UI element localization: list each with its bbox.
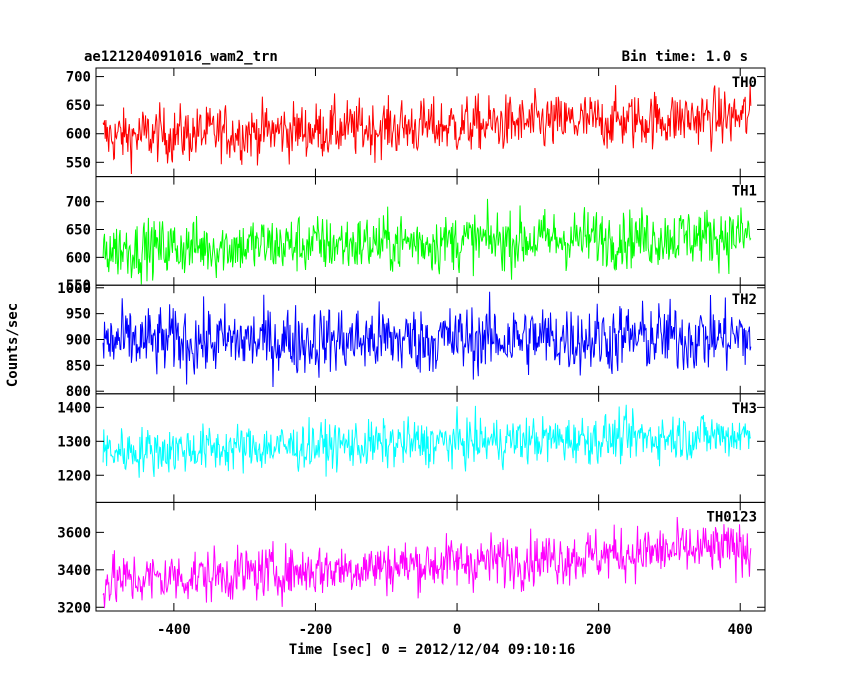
y-axis-title: Counts/sec — [5, 303, 21, 387]
y-tick-label: 600 — [66, 127, 91, 143]
chart-title: ae121204091016_wam2_trn — [84, 49, 278, 65]
x-axis: -400 -200 0 200 400 — [157, 622, 753, 638]
panels-group: 700 650 600 550 TH0 700 650 600 550 TH1 1000 950 900… — [57, 67, 766, 616]
panel-th1: 700 650 600 550 TH1 — [66, 176, 766, 294]
y-tick-label: 1200 — [57, 468, 91, 484]
bin-time-label: Bin time: 1.0 s — [622, 49, 748, 65]
y-tick-label: 900 — [66, 333, 91, 349]
panel-label-th0123: TH0123 — [706, 509, 757, 525]
y-tick-label: 850 — [66, 358, 91, 374]
panel-label-th3: TH3 — [732, 401, 757, 417]
panel-th0123: 3600 3400 3200 TH0123 — [57, 501, 766, 616]
y-tick-label: 700 — [66, 70, 91, 86]
y-tick-label: 1300 — [57, 434, 91, 450]
y-tick-label: 700 — [66, 195, 91, 211]
series-th0123-line — [102, 516, 752, 609]
x-axis-title: Time [sec] 0 = 2012/12/04 09:10:16 — [289, 642, 576, 658]
series-th2-line — [102, 291, 752, 388]
y-tick-label: 3400 — [57, 563, 91, 579]
panel-frame — [95, 501, 766, 612]
x-tick-label: 200 — [586, 622, 611, 638]
series-th3-line — [102, 404, 752, 478]
y-tick-label: 650 — [66, 223, 91, 239]
x-tick-label: 400 — [728, 622, 753, 638]
y-tick-label: 950 — [66, 307, 91, 323]
y-tick-label: 1400 — [57, 400, 91, 416]
x-tick-label: -400 — [157, 622, 191, 638]
y-tick-label: 550 — [66, 155, 91, 171]
y-tick-label: 600 — [66, 250, 91, 266]
y-tick-label: 3600 — [57, 525, 91, 541]
panel-label-th2: TH2 — [732, 292, 757, 308]
y-tick-label: 800 — [66, 384, 91, 400]
x-tick-label: -200 — [299, 622, 333, 638]
y-tick-label: 1000 — [57, 281, 91, 297]
panel-th2: 1000 950 900 850 800 TH2 — [57, 281, 766, 400]
panel-th0: 700 650 600 550 TH0 — [66, 67, 766, 178]
panel-label-th1: TH1 — [732, 184, 757, 200]
panel-label-th0: TH0 — [732, 75, 757, 91]
y-tick-label: 650 — [66, 98, 91, 114]
y-tick-label: 550 — [66, 278, 91, 294]
panel-th3: 1400 1300 1200 TH3 — [57, 393, 766, 503]
y-tick-label: 3200 — [57, 600, 91, 616]
series-th0-line — [102, 85, 752, 174]
series-th1-line — [102, 198, 752, 285]
x-tick-label: 0 — [453, 622, 461, 638]
